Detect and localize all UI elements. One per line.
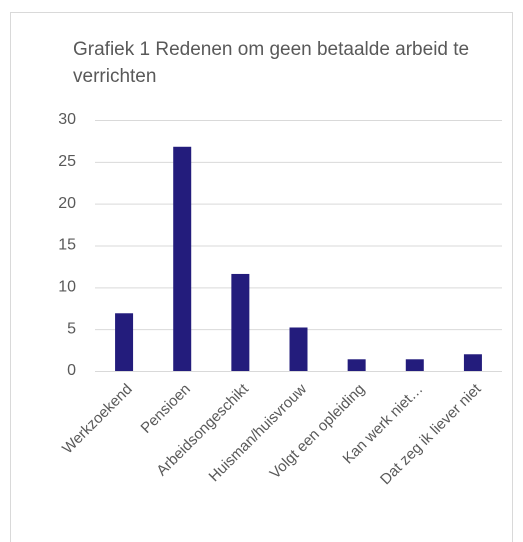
y-tick-label: 25	[58, 153, 76, 170]
y-tick-label: 10	[58, 279, 76, 296]
bar	[463, 354, 482, 371]
x-tick-label: Werkzoekend	[59, 381, 136, 458]
y-tick-label: 0	[67, 362, 76, 379]
bar	[347, 359, 366, 371]
y-tick-label: 20	[58, 195, 76, 212]
y-tick-label: 15	[58, 237, 76, 254]
chart-title: Grafiek 1 Redenen om geen betaalde arbei…	[73, 39, 470, 87]
chart-frame	[10, 12, 513, 542]
bar	[405, 359, 424, 371]
bar	[289, 327, 308, 371]
bar	[173, 146, 192, 371]
y-tick-label: 30	[58, 111, 76, 128]
x-tick-label: Huisman/huisvrouw	[206, 381, 311, 486]
x-tick-label: Dat zeg ik liever niet	[377, 380, 485, 488]
x-tick-label: Pensioen	[138, 381, 194, 437]
bar	[231, 273, 250, 371]
bar	[115, 313, 134, 371]
y-tick-label: 5	[67, 320, 76, 337]
